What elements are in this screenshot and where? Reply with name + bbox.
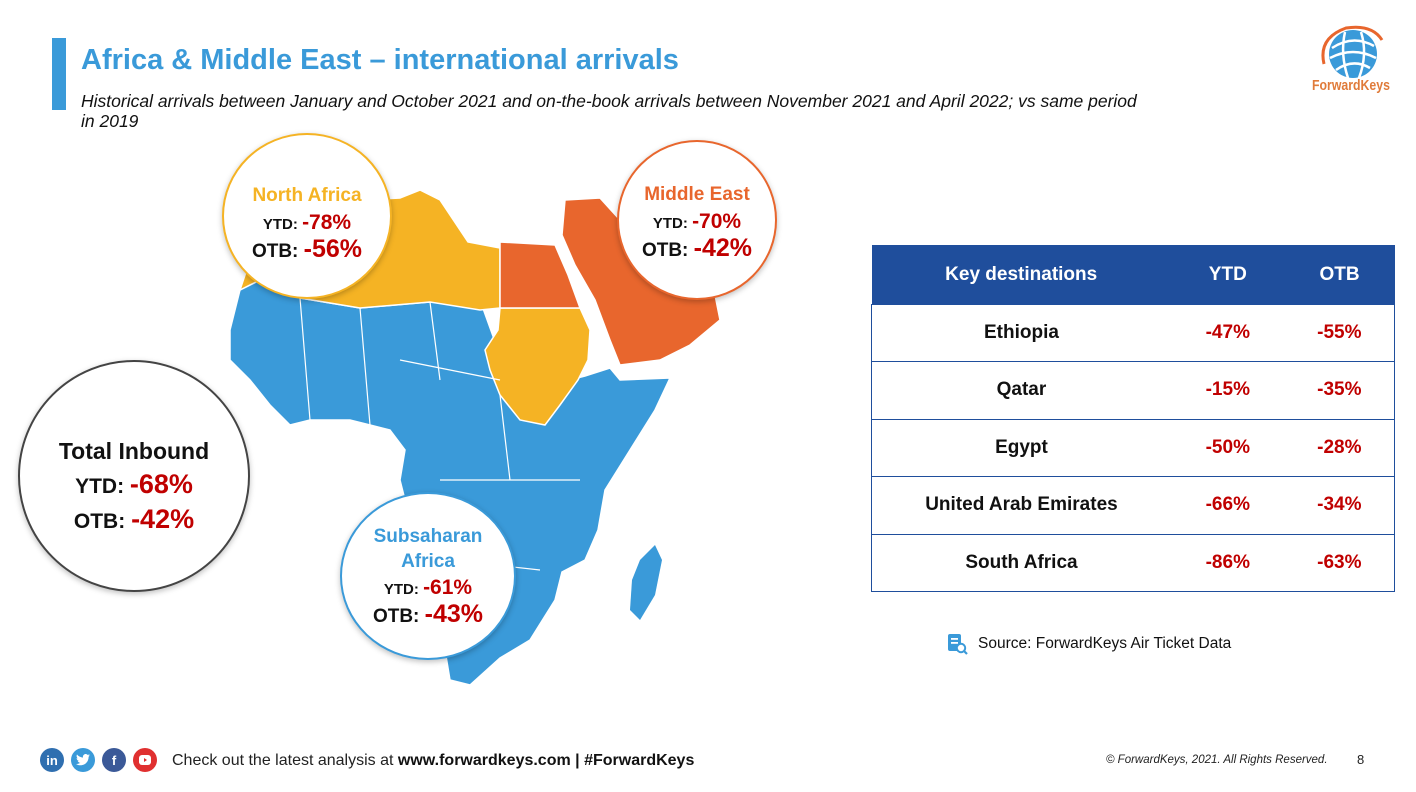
column-header-destination: Key destinations — [871, 245, 1171, 304]
subsaharan-title-line1: Subsaharan — [373, 526, 483, 547]
twitter-icon[interactable] — [71, 748, 95, 772]
page-subtitle: Historical arrivals between January and … — [81, 91, 1137, 131]
middle-east-otb-value: -42% — [693, 234, 753, 262]
subsaharan-otb-value: -43% — [424, 600, 484, 628]
total-inbound-title: Total Inbound — [58, 438, 210, 464]
total-inbound-bubble: Total Inbound YTD: -68% OTB: -42% — [18, 360, 250, 592]
madagascar-region — [630, 545, 662, 620]
subsaharan-title-line2: Africa — [401, 551, 455, 572]
middle-east-title: Middle East — [644, 184, 750, 205]
title-accent-bar — [52, 38, 66, 110]
social-links: in f — [40, 748, 164, 772]
column-header-ytd: YTD — [1170, 245, 1285, 304]
table-row: Egypt -50% -28% — [870, 418, 1395, 477]
destination-cell: Egypt — [870, 418, 1171, 477]
table-row: United Arab Emirates -66% -34% — [870, 476, 1395, 534]
source-text: Source: ForwardKeys Air Ticket Data — [978, 635, 1232, 652]
footer-link[interactable]: www.forwardkeys.com | #ForwardKeys — [397, 752, 695, 769]
sudan-region — [484, 307, 591, 426]
subsaharan-ytd-label: YTD: — [383, 581, 419, 598]
north-africa-ytd-label: YTD: — [262, 216, 298, 233]
linkedin-icon[interactable]: in — [40, 748, 64, 772]
table-header-row: Key destinations YTD OTB — [871, 245, 1395, 304]
forwardkeys-logo-icon — [1321, 25, 1384, 79]
north-africa-ytd-value: -78% — [302, 211, 352, 234]
otb-cell: -34% — [1284, 476, 1395, 534]
total-inbound-ytd-label: YTD: — [75, 475, 125, 498]
middle-east-ytd-label: YTD: — [652, 215, 688, 232]
otb-cell: -63% — [1284, 533, 1395, 592]
page-title: Africa & Middle East – international arr… — [81, 44, 679, 76]
page-number: 8 — [1357, 752, 1365, 767]
egypt-region — [499, 241, 582, 309]
middle-east-otb-label: OTB: — [641, 240, 689, 261]
youtube-icon[interactable] — [133, 748, 157, 772]
key-destinations-table: Key destinations YTD OTB Ethiopia -47% -… — [870, 245, 1395, 592]
footer-cta: Check out the latest analysis at www.for… — [172, 752, 694, 770]
middle-east-bubble: Middle East YTD: -70% OTB: -42% — [617, 140, 777, 300]
source-note: Source: ForwardKeys Air Ticket Data — [946, 633, 1231, 655]
otb-cell: -55% — [1284, 303, 1395, 362]
total-inbound-otb-value: -42% — [131, 504, 195, 534]
destination-cell: Ethiopia — [870, 303, 1171, 362]
table-row: South Africa -86% -63% — [870, 533, 1395, 592]
facebook-icon[interactable]: f — [102, 748, 126, 772]
copyright-text: © ForwardKeys, 2021. All Rights Reserved… — [1106, 754, 1328, 766]
otb-cell: -28% — [1284, 418, 1395, 477]
ytd-cell: -86% — [1170, 533, 1285, 592]
table-row: Qatar -15% -35% — [870, 361, 1395, 419]
north-africa-title: North Africa — [252, 185, 362, 206]
north-africa-otb-value: -56% — [303, 235, 363, 263]
footer-prefix: Check out the latest analysis at — [172, 752, 398, 769]
column-header-otb: OTB — [1284, 245, 1395, 304]
ytd-cell: -47% — [1170, 303, 1285, 362]
total-inbound-ytd-value: -68% — [129, 469, 193, 499]
ytd-cell: -15% — [1170, 361, 1285, 419]
subsaharan-otb-label: OTB: — [372, 606, 420, 627]
ytd-cell: -66% — [1170, 476, 1285, 534]
subsaharan-africa-bubble: Subsaharan Africa YTD: -61% OTB: -43% — [340, 492, 516, 660]
destination-cell: South Africa — [870, 533, 1171, 592]
total-inbound-otb-label: OTB: — [73, 510, 126, 533]
subsaharan-ytd-value: -61% — [423, 576, 473, 599]
ytd-cell: -50% — [1170, 418, 1285, 477]
north-africa-otb-label: OTB: — [251, 241, 299, 262]
table-row: Ethiopia -47% -55% — [870, 303, 1395, 362]
document-search-icon — [948, 634, 968, 655]
forwardkeys-logo-text: ForwardKeys — [1312, 77, 1390, 94]
otb-cell: -35% — [1284, 361, 1395, 419]
north-africa-bubble: North Africa YTD: -78% OTB: -56% — [222, 133, 392, 299]
middle-east-ytd-value: -70% — [692, 210, 742, 233]
destination-cell: United Arab Emirates — [870, 476, 1171, 534]
destination-cell: Qatar — [870, 361, 1171, 419]
